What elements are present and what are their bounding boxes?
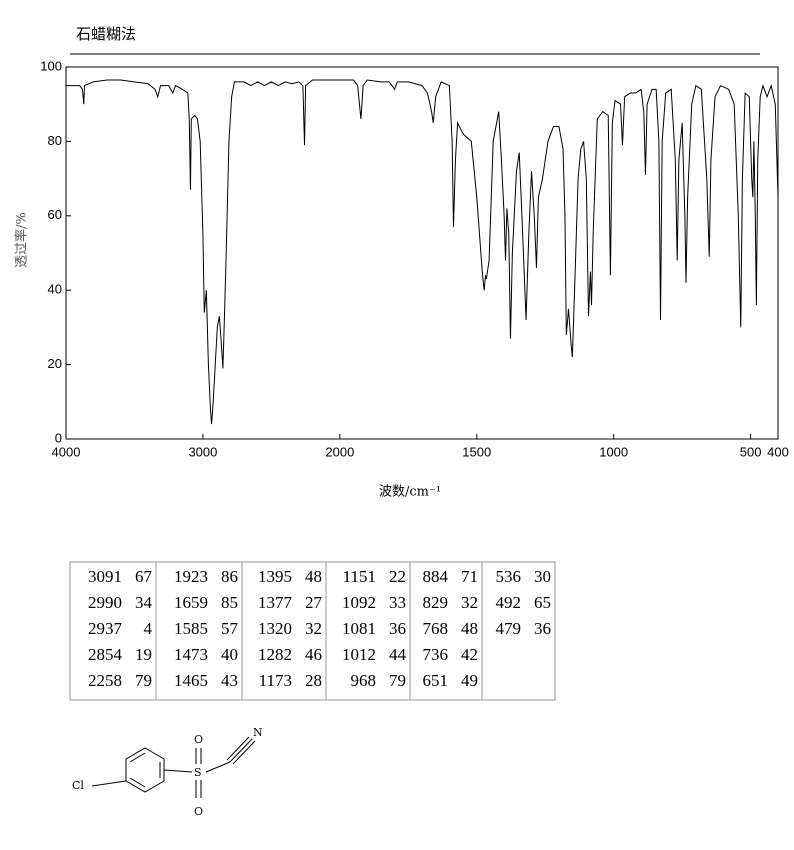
cell-transmittance: 40 [221,645,238,664]
cell-wavenumber: 1151 [343,567,376,586]
cell-transmittance: 30 [534,567,551,586]
atom: S [194,766,202,779]
cell-transmittance: 33 [389,593,406,612]
cell-wavenumber: 2258 [88,671,122,690]
cell-wavenumber: 1395 [258,567,292,586]
cell-wavenumber: 651 [423,671,449,690]
y-tick-label: 20 [48,356,62,371]
cell-transmittance: 57 [221,619,239,638]
x-tick-label: 500 [740,444,762,459]
atom: N [253,726,263,739]
x-tick-label: 1000 [599,444,628,459]
cell-wavenumber: 829 [423,593,449,612]
cell-transmittance: 32 [461,593,478,612]
x-tick-label: 2000 [325,444,354,459]
bond [229,738,253,763]
cell-wavenumber: 3091 [88,567,122,586]
cell-transmittance: 79 [389,671,406,690]
atom: Cl [72,779,84,792]
x-tick-label: 1500 [462,444,491,459]
x-tick-label: 3000 [188,444,217,459]
spectrum-line [66,79,779,425]
cell-transmittance: 34 [135,593,153,612]
bond [226,736,250,761]
cell-transmittance: 49 [461,671,478,690]
cell-transmittance: 42 [461,645,478,664]
x-axis-label: 波数/cm⁻¹ [379,485,441,500]
cell-transmittance: 67 [135,567,153,586]
cell-wavenumber: 1377 [258,593,293,612]
cell-wavenumber: 1473 [174,645,208,664]
cell-wavenumber: 1173 [259,671,292,690]
cell-transmittance: 65 [534,593,551,612]
y-tick-label: 100 [40,58,62,73]
cell-wavenumber: 1465 [174,671,208,690]
cell-transmittance: 71 [461,567,478,586]
bond [232,740,256,765]
cell-transmittance: 86 [221,567,238,586]
y-tick-label: 0 [55,430,62,445]
cell-transmittance: 32 [305,619,322,638]
cell-wavenumber: 968 [351,671,377,690]
cell-transmittance: 43 [221,671,238,690]
bond [163,769,193,773]
cell-wavenumber: 536 [496,567,522,586]
cell-transmittance: 46 [305,645,322,664]
cell-transmittance: 44 [389,645,407,664]
cell-wavenumber: 492 [496,593,522,612]
bond [91,780,127,787]
cell-wavenumber: 479 [496,619,522,638]
title: 石蜡糊法 [76,25,136,43]
cell-wavenumber: 884 [423,567,449,586]
atom: O [194,805,203,818]
cell-wavenumber: 1012 [342,645,376,664]
atom: O [194,733,203,746]
cell-transmittance: 27 [305,593,323,612]
cell-transmittance: 4 [144,619,153,638]
cell-wavenumber: 2990 [88,593,122,612]
cell-wavenumber: 1659 [174,593,208,612]
y-axis-label: 透过率/% [14,212,30,268]
cell-transmittance: 19 [135,645,152,664]
y-tick-label: 80 [48,133,62,148]
bond [129,752,146,763]
cell-wavenumber: 1282 [258,645,292,664]
x-tick-label: 4000 [52,444,81,459]
cell-transmittance: 22 [389,567,406,586]
cell-wavenumber: 1585 [174,619,208,638]
bond [129,777,146,788]
cell-transmittance: 85 [221,593,238,612]
structure [91,736,256,798]
cell-wavenumber: 2854 [88,645,123,664]
table-frame [69,561,556,701]
cell-wavenumber: 1320 [258,619,292,638]
cell-wavenumber: 768 [423,619,449,638]
x-tick-label: 400 [767,444,789,459]
y-tick-label: 60 [48,207,62,222]
cell-wavenumber: 1092 [342,593,376,612]
bond [205,761,231,773]
cell-wavenumber: 2937 [88,619,123,638]
cell-wavenumber: 1923 [174,567,208,586]
y-tick-label: 40 [48,282,62,297]
cell-transmittance: 48 [305,567,322,586]
ring [125,747,165,793]
cell-wavenumber: 1081 [342,619,376,638]
cell-transmittance: 28 [305,671,322,690]
cell-transmittance: 36 [534,619,551,638]
plot-frame [65,66,779,440]
cell-wavenumber: 736 [423,645,449,664]
cell-transmittance: 79 [135,671,152,690]
cell-transmittance: 36 [389,619,406,638]
cell-transmittance: 48 [461,619,478,638]
